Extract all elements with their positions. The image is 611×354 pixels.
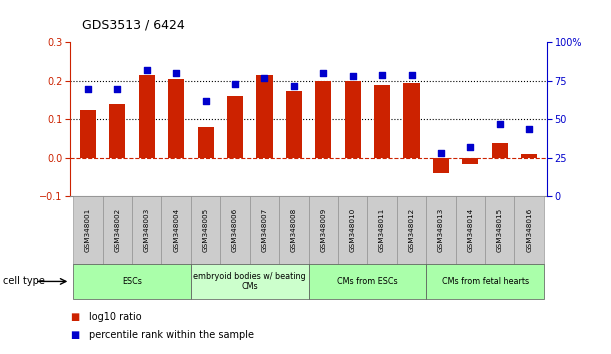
Text: CMs from ESCs: CMs from ESCs: [337, 277, 398, 286]
Bar: [221, 196, 250, 264]
Bar: [132, 196, 161, 264]
Bar: [103, 196, 132, 264]
Bar: [73, 196, 103, 264]
Text: GSM348001: GSM348001: [85, 208, 91, 252]
Bar: [338, 196, 367, 264]
Text: GSM348012: GSM348012: [409, 208, 414, 252]
Bar: [315, 81, 331, 158]
Text: cell type: cell type: [3, 276, 45, 286]
Text: GSM348002: GSM348002: [114, 208, 120, 252]
Bar: [514, 196, 544, 264]
Point: [171, 70, 181, 76]
Bar: [403, 83, 420, 158]
Point: [466, 144, 475, 150]
Bar: [397, 196, 426, 264]
Text: GSM348004: GSM348004: [173, 208, 179, 252]
Text: GSM348006: GSM348006: [232, 208, 238, 252]
Bar: [191, 196, 221, 264]
Point: [83, 86, 93, 92]
Bar: [309, 264, 426, 299]
Bar: [492, 143, 508, 158]
Bar: [168, 79, 185, 158]
Bar: [197, 127, 214, 158]
Text: embryoid bodies w/ beating
CMs: embryoid bodies w/ beating CMs: [194, 272, 306, 291]
Text: GSM348005: GSM348005: [203, 208, 208, 252]
Bar: [73, 264, 191, 299]
Text: GSM348011: GSM348011: [379, 208, 385, 252]
Bar: [191, 264, 309, 299]
Point: [260, 75, 269, 81]
Bar: [279, 196, 309, 264]
Point: [407, 72, 417, 78]
Bar: [227, 96, 243, 158]
Bar: [345, 81, 360, 158]
Bar: [433, 158, 449, 173]
Bar: [463, 158, 478, 164]
Text: GDS3513 / 6424: GDS3513 / 6424: [82, 19, 185, 32]
Point: [495, 121, 505, 127]
Point: [377, 72, 387, 78]
Bar: [139, 75, 155, 158]
Bar: [521, 154, 537, 158]
Point: [230, 81, 240, 87]
Point: [200, 98, 210, 104]
Bar: [374, 85, 390, 158]
Point: [318, 70, 328, 76]
Text: GSM348008: GSM348008: [291, 208, 297, 252]
Text: GSM348007: GSM348007: [262, 208, 268, 252]
Point: [289, 83, 299, 88]
Bar: [426, 264, 544, 299]
Bar: [250, 196, 279, 264]
Text: GSM348014: GSM348014: [467, 208, 474, 252]
Bar: [456, 196, 485, 264]
Point: [348, 74, 357, 79]
Bar: [109, 104, 125, 158]
Text: GSM348016: GSM348016: [526, 208, 532, 252]
Bar: [426, 196, 456, 264]
Text: percentile rank within the sample: percentile rank within the sample: [89, 330, 254, 339]
Bar: [257, 75, 273, 158]
Point: [524, 126, 534, 132]
Text: GSM348010: GSM348010: [349, 208, 356, 252]
Bar: [367, 196, 397, 264]
Bar: [485, 196, 514, 264]
Bar: [286, 91, 302, 158]
Text: ■: ■: [70, 330, 79, 339]
Point: [142, 67, 152, 73]
Text: GSM348013: GSM348013: [438, 208, 444, 252]
Text: ■: ■: [70, 312, 79, 322]
Text: log10 ratio: log10 ratio: [89, 312, 141, 322]
Text: GSM348003: GSM348003: [144, 208, 150, 252]
Point: [436, 150, 446, 156]
Bar: [161, 196, 191, 264]
Bar: [80, 110, 96, 158]
Text: GSM348009: GSM348009: [320, 208, 326, 252]
Point: [112, 86, 122, 92]
Bar: [309, 196, 338, 264]
Text: CMs from fetal hearts: CMs from fetal hearts: [442, 277, 529, 286]
Text: GSM348015: GSM348015: [497, 208, 503, 252]
Text: ESCs: ESCs: [122, 277, 142, 286]
